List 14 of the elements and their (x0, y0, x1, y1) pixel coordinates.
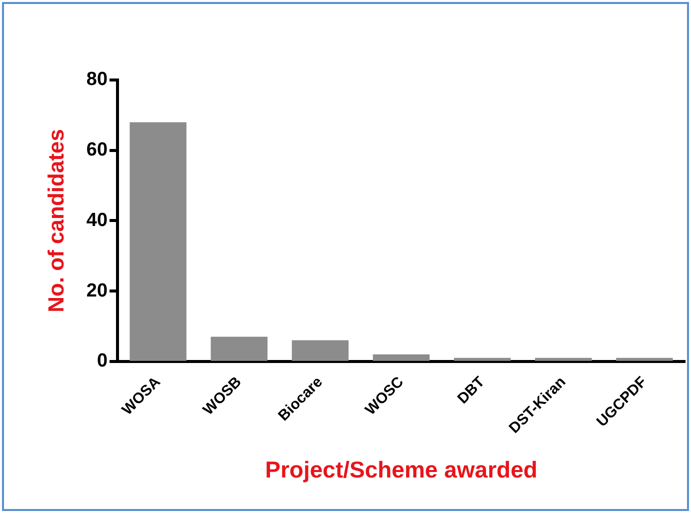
bar (292, 340, 349, 361)
y-tick-label: 80 (86, 69, 108, 90)
bar (130, 122, 186, 361)
bar (454, 358, 511, 361)
bar (616, 358, 673, 361)
bar (210, 336, 268, 361)
y-tick-label: 60 (86, 140, 108, 161)
bar (372, 354, 430, 361)
bar (535, 358, 592, 361)
x-axis-title: Project/Scheme awarded (265, 456, 538, 483)
y-axis-title: No. of candidates (43, 129, 68, 312)
y-tick-label: 40 (86, 210, 108, 231)
y-tick-label: 0 (96, 350, 108, 372)
y-tick-label: 20 (86, 280, 108, 302)
